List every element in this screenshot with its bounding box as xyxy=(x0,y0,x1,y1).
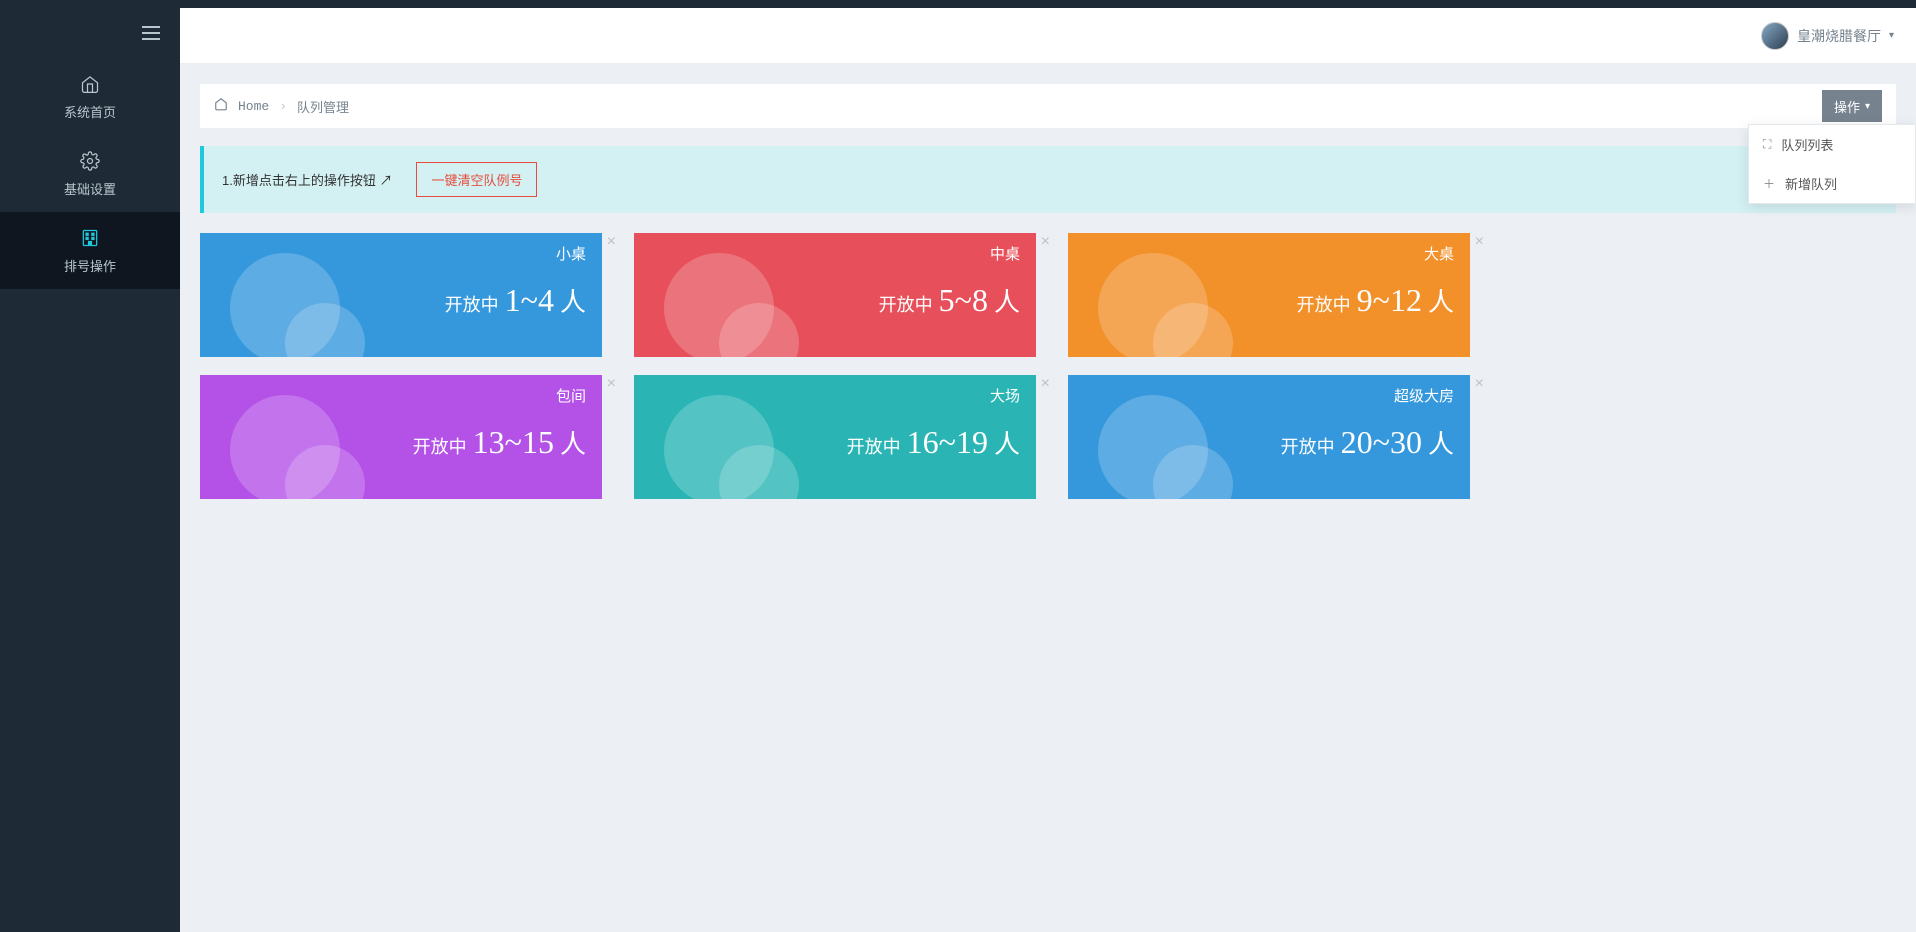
queue-card[interactable]: 小桌开放中1~4人 xyxy=(200,233,602,357)
queue-card-status: 开放中 xyxy=(847,433,901,459)
close-icon[interactable]: × xyxy=(1475,233,1484,251)
queue-card-unit: 人 xyxy=(1428,282,1454,319)
sidebar-item-label: 系统首页 xyxy=(64,102,116,121)
home-icon xyxy=(80,72,100,96)
queue-card-wrap: 小桌开放中1~4人× xyxy=(200,233,602,357)
queue-card-status: 开放中 xyxy=(445,291,499,317)
breadcrumb-current: 队列管理 xyxy=(297,97,349,116)
action-dropdown: ⛶ 队列列表 ＋ 新增队列 xyxy=(1748,124,1916,204)
queue-card-range: 1~4 xyxy=(505,282,554,319)
user-name: 皇潮烧腊餐厅 xyxy=(1797,26,1881,46)
queue-card[interactable]: 大场开放中16~19人 xyxy=(634,375,1036,499)
sidebar-item-label: 基础设置 xyxy=(64,179,116,198)
chevron-down-icon: ▾ xyxy=(1889,30,1894,41)
sidebar: 系统首页基础设置排号操作 xyxy=(0,8,180,932)
queue-card-unit: 人 xyxy=(560,424,586,461)
clear-queue-button[interactable]: 一键清空队例号 xyxy=(416,162,537,197)
queue-card-wrap: 超级大房开放中20~30人× xyxy=(1068,375,1470,499)
home-icon xyxy=(214,97,228,115)
queue-card-range: 13~15 xyxy=(473,424,554,461)
queue-card-range: 16~19 xyxy=(907,424,988,461)
dropdown-item[interactable]: ⛶ 队列列表 xyxy=(1749,125,1915,164)
queue-card-unit: 人 xyxy=(560,282,586,319)
breadcrumb-separator: › xyxy=(279,99,287,114)
queue-card-status: 开放中 xyxy=(879,291,933,317)
queue-card-status: 开放中 xyxy=(1297,291,1351,317)
gear-icon xyxy=(80,149,100,173)
queue-card-range: 5~8 xyxy=(939,282,988,319)
queue-card-unit: 人 xyxy=(994,282,1020,319)
dropdown-item-label: 队列列表 xyxy=(1781,135,1833,154)
queue-cards-grid: 小桌开放中1~4人×中桌开放中5~8人×大桌开放中9~12人×包间开放中13~1… xyxy=(200,233,1896,499)
tip-text: 1.新增点击右上的操作按钮 ↗ xyxy=(222,170,392,189)
dropdown-item-label: 新增队列 xyxy=(1785,174,1837,193)
dropdown-item[interactable]: ＋ 新增队列 xyxy=(1749,164,1915,203)
sidebar-toggle[interactable] xyxy=(0,8,180,58)
close-icon[interactable]: × xyxy=(607,375,616,393)
queue-card-wrap: 大场开放中16~19人× xyxy=(634,375,1036,499)
app-root: 系统首页基础设置排号操作 皇潮烧腊餐厅 ▾ Home › 队列管理 xyxy=(0,8,1916,932)
action-button[interactable]: 操作 ▾ xyxy=(1822,90,1882,122)
sidebar-item-label: 排号操作 xyxy=(64,256,116,275)
plus-icon: ＋ xyxy=(1763,175,1775,192)
hamburger-icon xyxy=(142,32,160,34)
close-icon[interactable]: × xyxy=(1041,375,1050,393)
queue-card-wrap: 大桌开放中9~12人× xyxy=(1068,233,1470,357)
avatar xyxy=(1761,22,1789,50)
queue-card[interactable]: 包间开放中13~15人 xyxy=(200,375,602,499)
breadcrumb-home[interactable]: Home xyxy=(238,99,269,114)
sidebar-item-queue[interactable]: 排号操作 xyxy=(0,212,180,289)
close-icon[interactable]: × xyxy=(1475,375,1484,393)
queue-card-unit: 人 xyxy=(1428,424,1454,461)
queue-card-unit: 人 xyxy=(994,424,1020,461)
close-icon[interactable]: × xyxy=(1041,233,1050,251)
queue-card-wrap: 包间开放中13~15人× xyxy=(200,375,602,499)
breadcrumb: Home › 队列管理 xyxy=(214,97,349,116)
breadcrumb-bar: Home › 队列管理 操作 ▾ xyxy=(200,84,1896,128)
queue-card-range: 20~30 xyxy=(1341,424,1422,461)
queue-card-wrap: 中桌开放中5~8人× xyxy=(634,233,1036,357)
tip-bar: 1.新增点击右上的操作按钮 ↗ 一键清空队例号 xyxy=(200,146,1896,213)
queue-card-range: 9~12 xyxy=(1357,282,1422,319)
chevron-down-icon: ▾ xyxy=(1865,101,1870,112)
sidebar-item-settings[interactable]: 基础设置 xyxy=(0,135,180,212)
sidebar-item-home[interactable]: 系统首页 xyxy=(0,58,180,135)
queue-card[interactable]: 超级大房开放中20~30人 xyxy=(1068,375,1470,499)
action-button-label: 操作 xyxy=(1834,97,1860,116)
queue-card[interactable]: 中桌开放中5~8人 xyxy=(634,233,1036,357)
user-menu[interactable]: 皇潮烧腊餐厅 ▾ xyxy=(1761,22,1894,50)
queue-card[interactable]: 大桌开放中9~12人 xyxy=(1068,233,1470,357)
queue-card-status: 开放中 xyxy=(1281,433,1335,459)
queue-card-status: 开放中 xyxy=(413,433,467,459)
main-area: 皇潮烧腊餐厅 ▾ Home › 队列管理 操作 ▾ ⛶ 队列列表 xyxy=(180,8,1916,932)
close-icon[interactable]: × xyxy=(607,233,616,251)
content: Home › 队列管理 操作 ▾ ⛶ 队列列表 ＋ 新增队列 1.新增点击右上的操作按… xyxy=(180,64,1916,932)
expand-icon: ⛶ xyxy=(1763,137,1771,152)
browser-chrome-edge xyxy=(0,0,1916,8)
building-icon xyxy=(80,226,100,250)
topbar: 皇潮烧腊餐厅 ▾ xyxy=(180,8,1916,64)
